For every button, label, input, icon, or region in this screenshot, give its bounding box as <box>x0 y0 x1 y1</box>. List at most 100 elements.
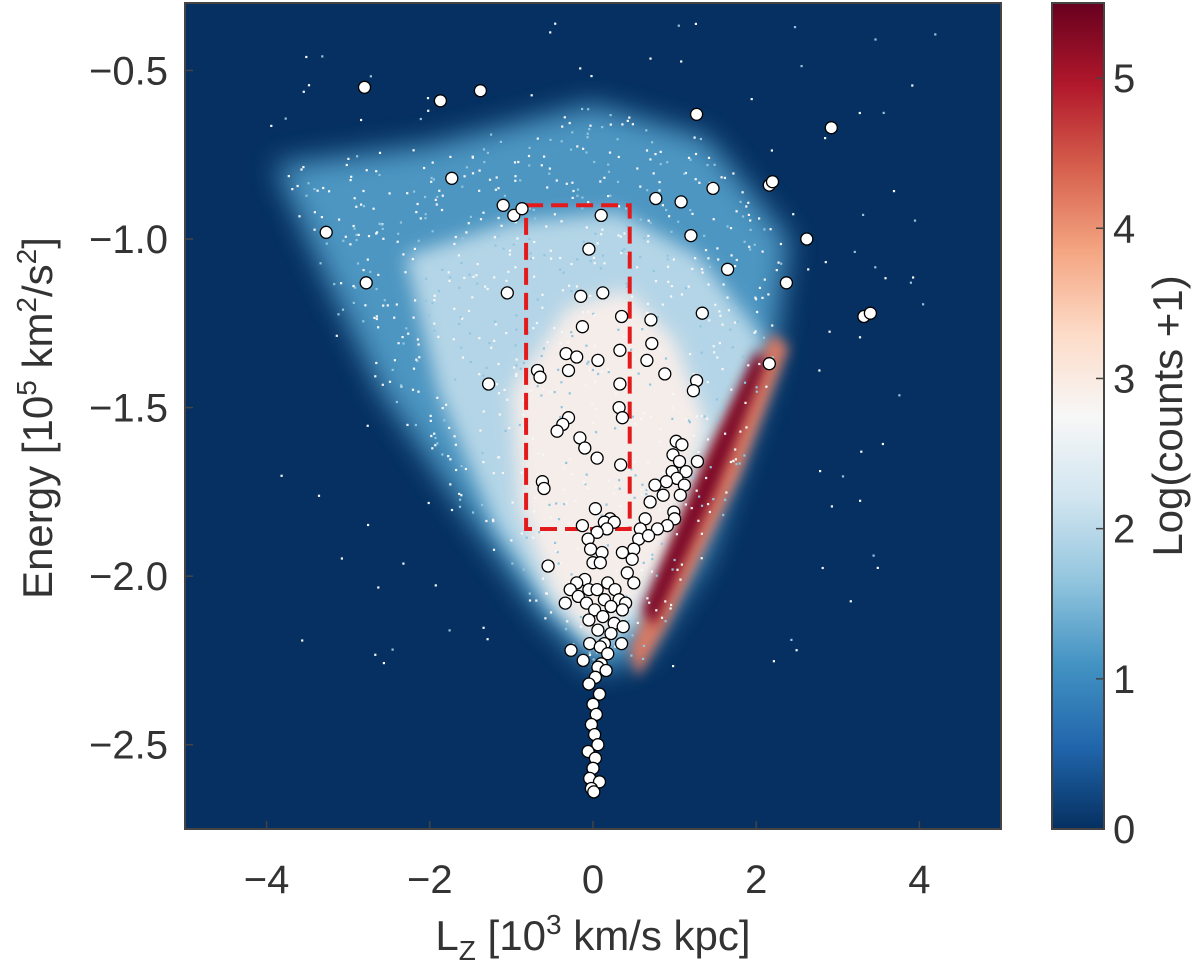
dust-dot <box>541 293 544 296</box>
data-point <box>641 529 656 543</box>
dust-dot <box>645 493 648 496</box>
dust-dot <box>690 507 693 510</box>
data-point <box>615 603 630 617</box>
dust-dot <box>567 522 570 525</box>
dust-dot <box>544 617 547 620</box>
dust-dot <box>576 145 579 148</box>
data-point <box>592 687 607 701</box>
dust-dot <box>585 473 588 476</box>
dust-dot <box>642 412 646 415</box>
dust-dot <box>763 228 766 231</box>
dust-dot <box>671 568 674 571</box>
dust-dot <box>478 337 481 340</box>
dust-dot <box>734 306 737 309</box>
dust-dot <box>484 285 487 288</box>
dust-dot <box>366 258 369 261</box>
dust-dot <box>313 228 316 231</box>
dust-dot <box>355 233 358 236</box>
dust-dot <box>700 415 703 418</box>
dust-dot <box>651 558 654 561</box>
dust-dot <box>647 312 650 315</box>
dust-dot <box>449 276 452 279</box>
dust-dot <box>458 286 461 289</box>
dust-dot <box>729 460 732 464</box>
dust-dot <box>448 629 451 632</box>
dust-dot <box>426 97 430 100</box>
dust-dot <box>892 190 896 193</box>
dust-dot <box>452 338 455 341</box>
dust-dot <box>761 296 764 299</box>
dust-dot <box>617 155 620 159</box>
dust-dot <box>739 200 742 203</box>
dust-dot <box>658 189 661 192</box>
dust-dot <box>646 302 649 305</box>
dust-dot <box>300 168 303 171</box>
dust-dot <box>296 184 299 188</box>
dust-dot <box>912 276 915 279</box>
dust-dot <box>515 374 518 377</box>
dust-dot <box>447 271 450 274</box>
dust-dot <box>676 568 679 571</box>
dust-dot <box>645 488 648 492</box>
dust-dot <box>431 161 434 164</box>
dust-dot <box>355 238 358 242</box>
dust-dot <box>743 381 747 384</box>
dust-dot <box>828 330 831 333</box>
dust-dot <box>490 346 493 349</box>
dust-dot <box>460 261 463 264</box>
dust-dot <box>553 327 556 330</box>
dust-dot <box>555 179 558 182</box>
dust-dot <box>400 384 403 387</box>
dust-dot <box>755 386 758 389</box>
dust-dot <box>650 570 653 573</box>
dust-dot <box>433 329 436 332</box>
dust-dot <box>754 298 758 301</box>
dust-dot <box>599 180 602 183</box>
data-point <box>583 542 598 556</box>
dust-dot <box>522 568 525 571</box>
dust-dot <box>560 406 563 409</box>
dust-dot <box>586 136 589 139</box>
dust-dot <box>448 426 451 429</box>
dust-dot <box>494 320 497 323</box>
dust-dot <box>467 222 470 225</box>
dust-dot <box>482 211 485 214</box>
dust-dot <box>505 279 508 282</box>
dust-dot <box>601 126 604 129</box>
dust-dot <box>749 219 752 222</box>
dust-dot <box>364 304 367 307</box>
dust-dot <box>664 620 667 623</box>
dust-dot <box>335 334 338 337</box>
dust-dot <box>670 285 673 288</box>
dust-dot <box>287 175 290 178</box>
dust-dot <box>738 462 741 465</box>
data-point <box>614 636 629 651</box>
dust-dot <box>481 452 484 455</box>
dust-dot <box>586 132 589 135</box>
dust-dot <box>585 226 588 229</box>
dust-dot <box>719 314 722 317</box>
dust-dot <box>412 367 416 370</box>
dust-dot <box>574 499 577 502</box>
dust-dot <box>328 190 331 193</box>
dust-dot <box>464 467 467 471</box>
dust-dot <box>437 335 440 338</box>
dust-dot <box>411 258 414 261</box>
dust-dot <box>639 185 642 188</box>
dust-dot <box>441 194 444 197</box>
data-point <box>650 522 665 536</box>
dust-dot <box>621 123 624 126</box>
dust-dot <box>431 230 434 233</box>
dust-dot <box>413 247 416 250</box>
dust-dot <box>481 503 484 506</box>
dust-dot <box>500 224 503 227</box>
dust-dot <box>460 465 463 468</box>
dust-dot <box>492 548 496 551</box>
dust-dot <box>771 324 774 327</box>
dust-dot <box>476 263 479 266</box>
dust-dot <box>617 328 620 331</box>
x-axis-title-sup: 3 <box>546 909 562 940</box>
dust-dot <box>718 310 721 313</box>
dust-dot <box>704 249 708 252</box>
